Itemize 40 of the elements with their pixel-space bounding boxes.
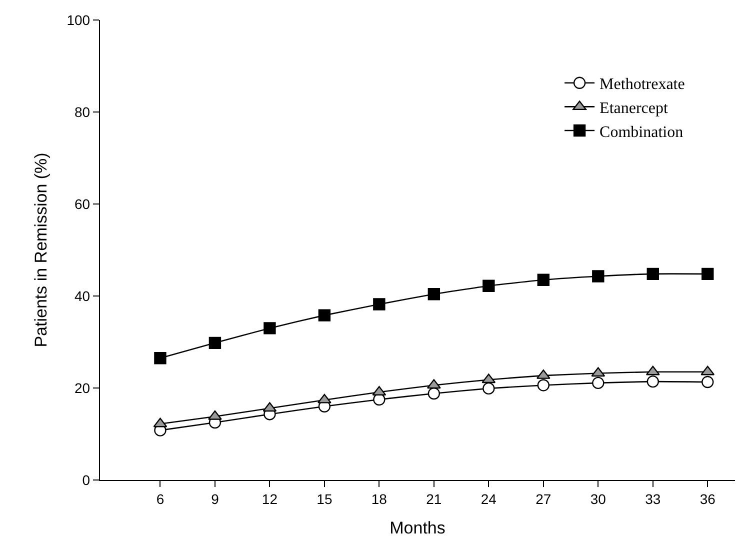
point [702,268,714,280]
y-tick-label: 100 [66,12,90,28]
point [537,379,550,392]
x-tick-label: 12 [262,490,278,507]
point [482,382,495,395]
legend-label: Methotrexate [600,76,685,94]
y-tick-label: 40 [74,288,90,304]
x-tick-label: 30 [590,490,606,507]
x-tick-label: 33 [645,490,661,507]
point [154,352,166,364]
y-tick-label: 0 [82,472,90,488]
point [208,410,222,420]
x-tick-label: 27 [536,490,552,507]
point [264,322,276,334]
point [702,376,714,388]
x-axis-title: Months [390,518,446,538]
x-tick-label: 21 [426,490,442,507]
x-tick-label: 6 [156,490,164,507]
legend-label: Combination [600,124,684,141]
point [646,375,659,388]
point [373,298,386,310]
y-axis-title: Patients in Remission (%) [31,152,50,348]
x-tick-label: 36 [700,490,716,507]
legend-label: Etanercept [600,100,669,117]
y-tick-label: 20 [74,380,90,396]
y-tick-label: 60 [74,196,90,212]
x-tick-label: 18 [371,490,388,507]
point [592,376,604,390]
point [318,309,331,322]
point [646,268,659,280]
x-tick-label: 15 [316,490,332,507]
point [592,270,604,282]
point [537,274,550,286]
x-tick-label: 24 [480,490,497,507]
point [428,387,440,400]
point [482,280,495,292]
y-tick-label: 80 [74,104,90,120]
point [428,288,440,300]
point [208,336,222,350]
x-tick-label: 9 [211,490,220,507]
